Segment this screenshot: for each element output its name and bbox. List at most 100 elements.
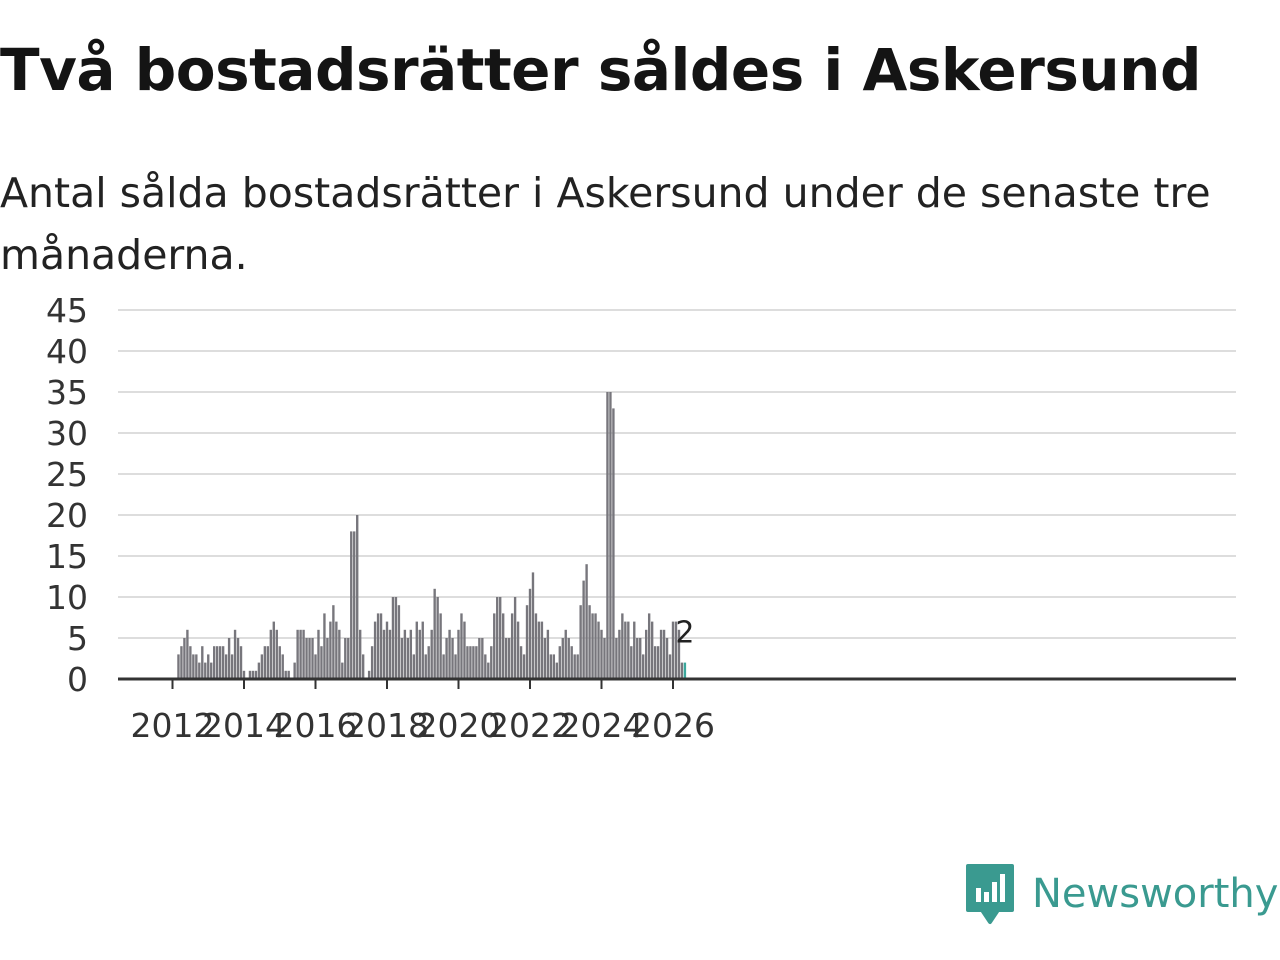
bar: [665, 638, 669, 679]
bar: [195, 654, 198, 679]
bar: [454, 654, 457, 679]
y-tick-label: 5: [67, 619, 88, 658]
bar: [415, 621, 418, 679]
bar: [257, 662, 261, 679]
bar: [177, 654, 180, 679]
bar: [361, 654, 365, 679]
bar: [659, 629, 663, 679]
y-tick-label: 20: [46, 496, 88, 535]
last-value-label: 2: [675, 616, 694, 651]
bar: [642, 654, 645, 679]
bar: [567, 638, 570, 679]
bar: [278, 646, 281, 679]
bar: [311, 638, 314, 679]
bar: [594, 613, 597, 679]
bar: [299, 629, 302, 679]
bar: [320, 646, 323, 679]
bar: [457, 629, 460, 679]
bar: [373, 621, 377, 679]
bar: [436, 597, 439, 679]
bar: [552, 654, 556, 679]
bar: [403, 629, 407, 679]
bar: [266, 646, 270, 679]
bar: [499, 597, 502, 679]
bar: [314, 654, 317, 679]
x-tick-label: 2018: [345, 706, 429, 745]
bar: [341, 662, 344, 679]
bar: [409, 629, 413, 679]
bar: [478, 638, 481, 679]
bar: [674, 621, 678, 679]
bar: [671, 621, 675, 679]
bar: [183, 638, 186, 679]
bar: [248, 670, 252, 679]
bar: [213, 646, 216, 679]
y-tick-label: 40: [46, 332, 88, 371]
bar: [636, 638, 639, 679]
bar: [644, 629, 648, 679]
bar: [302, 629, 305, 679]
bar: [609, 392, 612, 679]
bar: [406, 638, 410, 679]
bar: [597, 621, 600, 679]
bar: [612, 408, 615, 679]
bar: [332, 605, 335, 679]
bar: [230, 654, 234, 679]
bar: [296, 629, 299, 679]
bar: [627, 621, 630, 679]
bar: [543, 638, 547, 679]
bar: [338, 629, 341, 679]
bar: [221, 646, 225, 679]
bar: [579, 605, 582, 679]
bar: [305, 638, 308, 679]
bar: [588, 605, 591, 679]
bar: [427, 646, 430, 679]
x-tick-label: 2014: [202, 706, 286, 745]
bar: [519, 646, 523, 679]
bar: [656, 646, 660, 679]
bar: [204, 662, 207, 679]
bar: [326, 638, 329, 679]
bar: [424, 654, 427, 679]
bar: [379, 613, 383, 679]
bar: [308, 638, 311, 679]
x-tick-label: 2026: [631, 706, 715, 745]
bar: [370, 646, 374, 679]
bar: [358, 629, 362, 679]
bar: [510, 613, 514, 679]
bar: [528, 588, 532, 679]
bar: [239, 646, 243, 679]
bar: [224, 654, 228, 679]
bar: [561, 638, 564, 679]
bar: [615, 638, 618, 679]
bar: [281, 654, 284, 679]
bar: [397, 605, 401, 679]
bar: [469, 646, 472, 679]
y-tick-label: 25: [46, 455, 88, 494]
x-tick-label: 2012: [131, 706, 215, 745]
bar: [633, 621, 636, 679]
bar: [180, 646, 183, 679]
bar: [418, 629, 421, 679]
bar: [254, 670, 258, 679]
bars: [177, 392, 687, 679]
bar: [412, 654, 416, 679]
bar: [573, 654, 576, 679]
bar: [323, 613, 326, 679]
bar: [624, 621, 627, 679]
bar: [189, 646, 192, 679]
bar: [391, 597, 395, 679]
bar: [630, 646, 633, 679]
x-tick-label: 2020: [417, 706, 501, 745]
bar: [540, 621, 544, 679]
bar: [466, 646, 469, 679]
bar: [504, 638, 508, 679]
bar: [376, 613, 380, 679]
bar: [618, 629, 621, 679]
bar: [537, 621, 541, 679]
bar: [662, 629, 666, 679]
bar: [242, 670, 246, 679]
bar: [367, 670, 371, 679]
bar: [218, 646, 222, 679]
